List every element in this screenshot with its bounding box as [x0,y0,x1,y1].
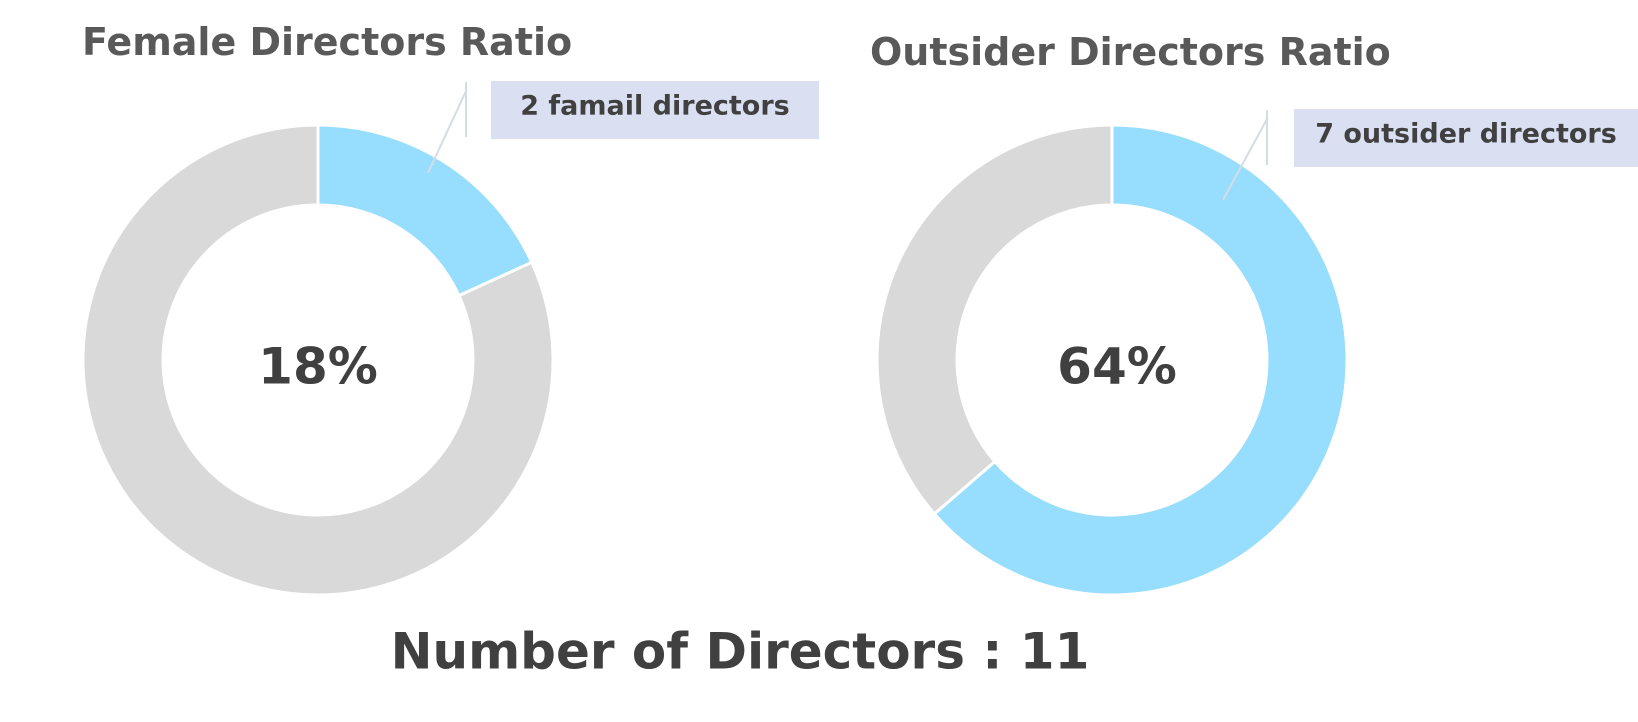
female-center-label: 18% [258,338,378,396]
female-callout-leader [427,90,467,174]
outsider-directors-chart: Outsider Directors Ratio 64% 7 outsider … [870,30,1638,597]
donut-1-slice-1 [875,123,1114,517]
female-callout-box [491,81,819,139]
donut-1-slice-0 [932,123,1349,597]
female-directors-chart: Female Directors Ratio 18% 2 famail dire… [81,20,819,597]
outsider-chart-title: Outsider Directors Ratio [870,30,1391,74]
outsider-donut [875,123,1349,597]
female-donut [81,123,555,597]
female-callout-label: 2 famail directors [520,91,789,122]
donut-0-slice-1 [81,123,555,597]
female-chart-title: Female Directors Ratio [82,20,572,64]
outsider-callout-box [1294,109,1638,167]
outsider-callout-leader [1222,118,1268,201]
number-of-directors-label: Number of Directors : 11 [391,623,1090,681]
outsider-center-label: 64% [1057,338,1177,396]
donut-0-slice-0 [316,123,534,298]
outsider-callout-label: 7 outsider directors [1315,119,1617,150]
